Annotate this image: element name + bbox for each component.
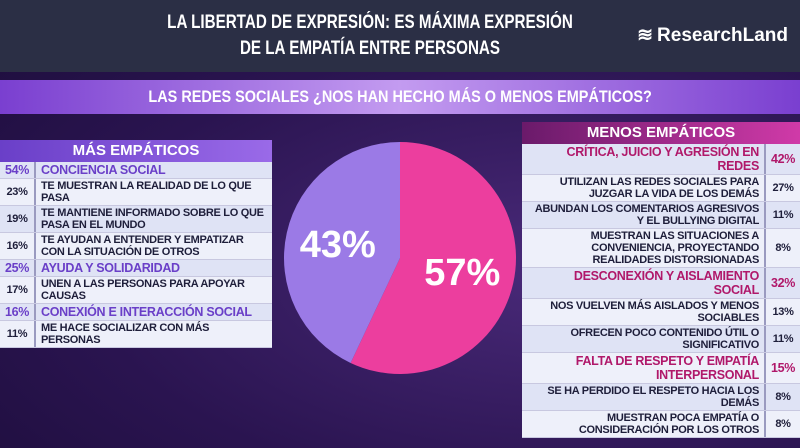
percent: 32% bbox=[764, 268, 800, 298]
row-text: ME HACE SOCIALIZAR CON MÁS PERSONAS bbox=[41, 322, 210, 346]
row-text: TE AYUDAN A ENTENDER Y EMPATIZAR CON LA … bbox=[41, 234, 244, 258]
table-row: SE HA PERDIDO EL RESPETO HACIA LOS DEMÁS… bbox=[522, 384, 800, 411]
category-row: FALTA DE RESPETO Y EMPATÍA INTERPERSONAL… bbox=[522, 353, 800, 384]
table-title: MÁS EMPÁTICOS bbox=[0, 140, 272, 162]
row-text: NOS VUELVEN MÁS AISLADOS Y MENOS SOCIABL… bbox=[550, 300, 759, 324]
percent: 11% bbox=[764, 326, 800, 352]
table-row: UTILIZAN LAS REDES SOCIALES PARA JUZGAR … bbox=[522, 175, 800, 202]
row-text: MUESTRAN LAS SITUACIONES A CONVENIENCIA,… bbox=[590, 230, 760, 266]
percent: 15% bbox=[764, 353, 800, 383]
logo: ≋ ResearchLand bbox=[637, 24, 788, 47]
subtitle: LAS REDES SOCIALES ¿NOS HAN HECHO MÁS O … bbox=[148, 87, 652, 106]
table-row: NOS VUELVEN MÁS AISLADOS Y MENOS SOCIABL… bbox=[522, 299, 800, 326]
table-row: 19% TE MANTIENE INFORMADO SOBRE LO QUE PA… bbox=[0, 206, 272, 233]
percent: 13% bbox=[764, 299, 800, 325]
row-text: CONEXIÓN E INTERACCIÓN SOCIAL bbox=[41, 305, 252, 319]
row-text: UNEN A LAS PERSONAS PARA APOYAR CAUSAS bbox=[41, 278, 245, 302]
table-row: ABUNDAN LOS COMENTARIOS AGRESIVOS Y EL B… bbox=[522, 202, 800, 229]
table-title: MENOS EMPÁTICOS bbox=[522, 122, 800, 144]
logo-text: ResearchLand bbox=[657, 24, 788, 46]
category-row: 25% AYUDA Y SOLIDARIDAD bbox=[0, 260, 272, 277]
category-row: 54% CONCIENCIA SOCIAL bbox=[0, 162, 272, 179]
percent: 27% bbox=[764, 175, 800, 201]
more-empathic-table: MÁS EMPÁTICOS 54% CONCIENCIA SOCIAL 23% TE … bbox=[0, 140, 272, 348]
logo-icon: ≋ bbox=[637, 25, 654, 46]
table-row: 16% TE AYUDAN A ENTENDER Y EMPATIZAR CON … bbox=[0, 233, 272, 260]
row-text: FALTA DE RESPETO Y EMPATÍA INTERPERSONAL bbox=[575, 354, 760, 382]
table-row: MUESTRAN POCA EMPATÍA O CONSIDERACIÓN PO… bbox=[522, 411, 800, 438]
row-text: TE MANTIENE INFORMADO SOBRE LO QUE PASA … bbox=[41, 207, 264, 231]
percent: 19% bbox=[0, 206, 36, 232]
title-line-2: DE LA EMPATÍA ENTRE PERSONAS bbox=[239, 38, 501, 59]
row-text: MUESTRAN POCA EMPATÍA O CONSIDERACIÓN PO… bbox=[578, 412, 759, 436]
row-text: OFRECEN POCO CONTENIDO ÚTIL O SIGNIFICAT… bbox=[570, 327, 760, 351]
table-row: 23% TE MUESTRAN LA REALIDAD DE LO QUE PAS… bbox=[0, 179, 272, 206]
row-text: ABUNDAN LOS COMENTARIOS AGRESIVOS Y EL B… bbox=[534, 203, 759, 227]
percent: 8% bbox=[764, 229, 800, 267]
table-row: OFRECEN POCO CONTENIDO ÚTIL O SIGNIFICAT… bbox=[522, 326, 800, 353]
percent: 11% bbox=[0, 321, 36, 347]
slice-label: 57% bbox=[424, 252, 500, 294]
row-text: TE MUESTRAN LA REALIDAD DE LO QUE PASA bbox=[41, 180, 252, 204]
percent: 23% bbox=[0, 179, 36, 205]
subtitle-band: LAS REDES SOCIALES ¿NOS HAN HECHO MÁS O … bbox=[0, 80, 800, 114]
pie-slice-less bbox=[350, 142, 516, 374]
less-empathic-table: MENOS EMPÁTICOS CRÍTICA, JUICIO Y AGRESI… bbox=[522, 122, 800, 438]
header: LA LIBERTAD DE EXPRESIÓN: ES MÁXIMA EXPR… bbox=[0, 0, 800, 72]
percent: 25% bbox=[0, 260, 36, 276]
slice-label: 43% bbox=[300, 224, 376, 266]
percent: 8% bbox=[764, 411, 800, 437]
percent: 16% bbox=[0, 233, 36, 259]
row-text: CRÍTICA, JUICIO Y AGRESIÓN EN REDES bbox=[566, 145, 760, 173]
percent: 8% bbox=[764, 384, 800, 410]
row-text: AYUDA Y SOLIDARIDAD bbox=[41, 261, 180, 275]
row-text: UTILIZAN LAS REDES SOCIALES PARA JUZGAR … bbox=[559, 176, 760, 200]
table-row: 11% ME HACE SOCIALIZAR CON MÁS PERSONAS bbox=[0, 321, 272, 348]
row-text: DESCONEXIÓN Y AISLAMIENTO SOCIAL bbox=[573, 269, 759, 297]
table-row: MUESTRAN LAS SITUACIONES A CONVENIENCIA,… bbox=[522, 229, 800, 268]
percent: 42% bbox=[764, 144, 800, 174]
pie-chart: 57% 43% bbox=[283, 142, 516, 374]
row-text: SE HA PERDIDO EL RESPETO HACIA LOS DEMÁS bbox=[547, 385, 759, 409]
pie-slice-more bbox=[283, 142, 400, 363]
page-title: LA LIBERTAD DE EXPRESIÓN: ES MÁXIMA EXPR… bbox=[130, 10, 610, 62]
percent: 11% bbox=[764, 202, 800, 228]
category-row: 16% CONEXIÓN E INTERACCIÓN SOCIAL bbox=[0, 304, 272, 321]
category-row: DESCONEXIÓN Y AISLAMIENTO SOCIAL 32% bbox=[522, 268, 800, 299]
table-row: 17% UNEN A LAS PERSONAS PARA APOYAR CAUSA… bbox=[0, 277, 272, 304]
category-row: CRÍTICA, JUICIO Y AGRESIÓN EN REDES 42% bbox=[522, 144, 800, 175]
row-text: CONCIENCIA SOCIAL bbox=[41, 163, 166, 177]
percent: 54% bbox=[0, 162, 36, 178]
title-line-1: LA LIBERTAD DE EXPRESIÓN: ES MÁXIMA EXPR… bbox=[167, 12, 573, 33]
percent: 16% bbox=[0, 304, 36, 320]
percent: 17% bbox=[0, 277, 36, 303]
